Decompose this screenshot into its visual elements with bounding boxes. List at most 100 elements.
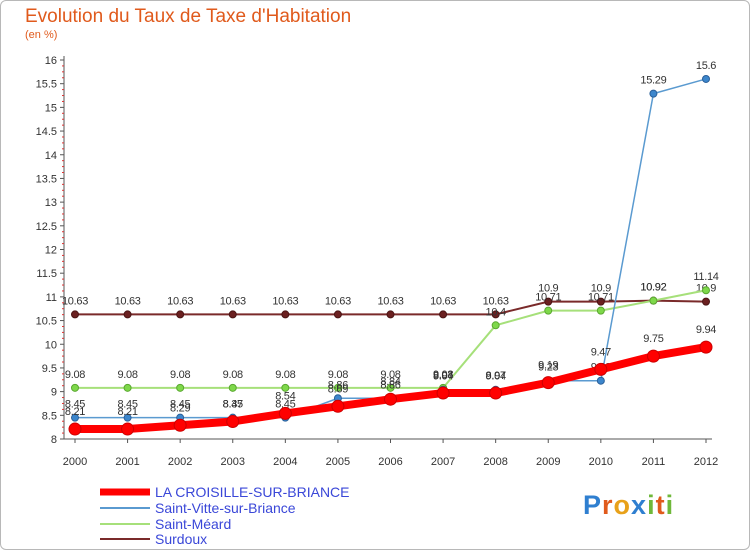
data-label-la-croisille: 8.97	[433, 370, 453, 382]
data-label-la-croisille: 8.21	[117, 406, 137, 418]
data-point-saint-meard	[544, 306, 553, 315]
data-label-saint-meard: 10.92	[640, 282, 666, 294]
data-label-saint-meard: 9.08	[117, 369, 137, 381]
data-point-la-croisille	[173, 418, 187, 432]
legend-swatch-saint-meard	[100, 523, 150, 525]
legend-swatch-surdoux	[100, 538, 150, 540]
data-point-la-croisille	[384, 392, 397, 406]
data-point-saint-meard	[649, 296, 658, 305]
y-tick-label: 14	[45, 150, 57, 162]
y-tick-label: 11.5	[36, 268, 57, 280]
data-label-la-croisille: 8.97	[486, 370, 506, 382]
data-point-saint-meard	[176, 383, 185, 392]
x-tick-label: 2002	[168, 456, 192, 468]
y-tick-label: 13.5	[36, 173, 57, 185]
y-tick-label: 9	[51, 387, 57, 399]
data-label-surdoux: 10.9	[538, 283, 558, 295]
y-tick-label: 11	[46, 292, 57, 304]
y-tick-label: 15.5	[36, 79, 57, 91]
x-tick-label: 2011	[642, 456, 666, 468]
data-point-saint-meard	[228, 383, 237, 392]
x-tick-label: 2010	[589, 456, 613, 468]
y-tick-label: 10	[45, 339, 57, 351]
data-label-la-croisille: 9.19	[538, 360, 558, 372]
data-label-saint-meard: 9.08	[65, 369, 85, 381]
data-label-saint-meard: 10.71	[535, 292, 561, 304]
data-point-la-croisille	[226, 414, 240, 428]
data-label-saint-vitte: 8.45	[117, 399, 137, 411]
data-point-saint-vitte	[702, 74, 710, 83]
data-point-la-croisille	[646, 349, 660, 363]
data-label-surdoux: 10.63	[483, 295, 509, 307]
legend-label-saint-vitte: Saint-Vitte-sur-Briance	[155, 500, 296, 516]
data-point-saint-vitte	[649, 89, 658, 98]
x-tick-label: 2009	[536, 456, 560, 468]
y-tick-label: 16	[45, 55, 57, 67]
data-label-saint-vitte: 15.29	[640, 75, 666, 87]
data-label-saint-vitte: 8.45	[223, 399, 243, 411]
data-label-saint-meard: 10.71	[588, 292, 614, 304]
data-label-saint-meard: 9.08	[328, 369, 348, 381]
data-point-surdoux	[491, 310, 500, 319]
data-point-surdoux	[333, 310, 342, 319]
data-point-saint-meard	[333, 383, 342, 392]
x-tick-label: 2005	[326, 456, 350, 468]
data-label-saint-vitte: 9.04	[433, 371, 453, 383]
data-label-saint-vitte: 8.45	[65, 399, 85, 411]
data-label-saint-vitte: 8.45	[275, 399, 295, 411]
data-point-saint-meard	[596, 306, 605, 315]
data-label-saint-meard: 10.4	[486, 306, 506, 318]
legend-swatch-la-croisille	[100, 488, 150, 496]
data-label-la-croisille: 8.21	[65, 406, 85, 418]
data-label-la-croisille: 9.94	[696, 324, 716, 336]
logo-letter: i	[665, 490, 675, 520]
legend-label-surdoux: Surdoux	[155, 531, 208, 547]
x-tick-label: 2012	[694, 456, 718, 468]
data-label-surdoux: 10.63	[272, 295, 298, 307]
data-point-saint-meard	[386, 383, 395, 392]
data-label-surdoux: 10.63	[430, 295, 456, 307]
data-point-surdoux	[123, 310, 132, 319]
x-tick-label: 2006	[378, 456, 402, 468]
data-point-la-croisille	[541, 376, 555, 390]
logo-letter: i	[647, 490, 656, 520]
data-label-surdoux: 10.9	[591, 283, 611, 295]
data-label-saint-meard: 9.08	[275, 369, 295, 381]
data-label-surdoux: 10.63	[220, 295, 246, 307]
x-tick-label: 2004	[273, 456, 297, 468]
data-point-surdoux	[596, 297, 605, 306]
data-point-la-croisille	[121, 422, 135, 436]
y-tick-label: 12	[45, 245, 57, 257]
y-tick-label: 13	[45, 197, 57, 209]
data-point-la-croisille	[331, 399, 345, 413]
y-tick-label: 9.5	[42, 363, 57, 375]
data-label-surdoux: 10.63	[167, 295, 193, 307]
data-label-saint-meard: 9.08	[223, 369, 243, 381]
data-label-saint-meard: 9.08	[170, 369, 190, 381]
data-label-la-croisille: 9.47	[591, 346, 611, 358]
logo-letter: r	[602, 490, 614, 520]
data-point-saint-meard	[123, 383, 132, 392]
data-label-surdoux: 10.63	[377, 295, 403, 307]
data-label-saint-meard: 9.08	[380, 369, 400, 381]
data-point-la-croisille	[594, 362, 608, 376]
data-point-surdoux	[71, 310, 79, 319]
data-label-la-croisille: 8.37	[223, 398, 243, 410]
data-label-la-croisille: 8.29	[170, 402, 190, 414]
data-label-la-croisille: 8.84	[380, 376, 400, 388]
data-point-surdoux	[176, 310, 185, 319]
chart-title: Evolution du Taux de Taxe d'Habitation	[25, 6, 352, 27]
legend-swatch-saint-vitte	[100, 507, 150, 509]
data-point-saint-meard	[491, 321, 500, 330]
x-tick-label: 2000	[63, 456, 87, 468]
data-point-saint-vitte	[71, 413, 79, 422]
y-tick-label: 8	[51, 434, 57, 446]
y-tick-label: 14.5	[36, 126, 57, 138]
data-label-saint-meard: 9.08	[433, 369, 453, 381]
data-point-surdoux	[228, 310, 237, 319]
data-point-la-croisille	[278, 406, 292, 420]
data-point-la-croisille	[436, 386, 450, 400]
data-label-saint-vitte: 8.86	[328, 379, 348, 391]
y-tick-label: 10.5	[36, 316, 57, 328]
